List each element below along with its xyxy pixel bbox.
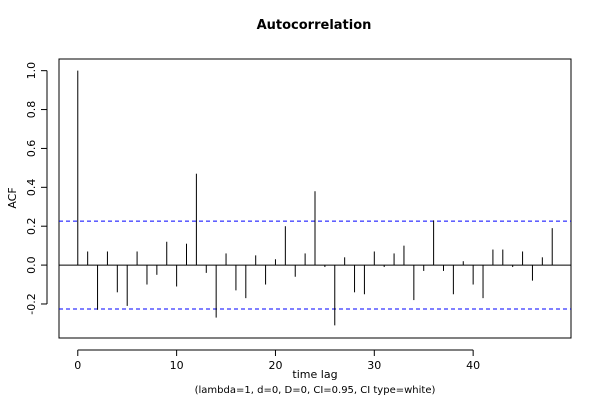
chart-subtitle: (lambda=1, d=0, D=0, CI=0.95, CI type=wh… — [195, 385, 436, 396]
chart-title: Autocorrelation — [257, 18, 372, 33]
x-tick-label: 10 — [170, 359, 184, 372]
x-tick-label: 40 — [466, 359, 480, 372]
y-tick-label: 0.6 — [25, 140, 38, 158]
x-tick-label: 30 — [367, 359, 381, 372]
x-tick-label: 20 — [268, 359, 282, 372]
acf-bars — [77, 70, 553, 326]
y-tick-label: 0.4 — [25, 179, 38, 197]
y-tick-label: 1.0 — [25, 62, 38, 80]
x-axis-label: time lag — [292, 368, 337, 381]
y-tick-label: 0.2 — [25, 217, 38, 235]
x-tick-label: 0 — [74, 359, 81, 372]
y-tick-label: -0.2 — [25, 293, 38, 314]
y-tick-label: 0.0 — [25, 256, 38, 274]
y-axis: -0.2 0.0 0.2 0.4 0.6 0.8 1.0 — [25, 62, 48, 315]
y-axis-label: ACF — [6, 187, 19, 208]
y-tick-label: 0.8 — [25, 101, 38, 119]
plot-box — [58, 58, 572, 339]
x-axis: 0 10 20 30 40 — [74, 349, 480, 372]
